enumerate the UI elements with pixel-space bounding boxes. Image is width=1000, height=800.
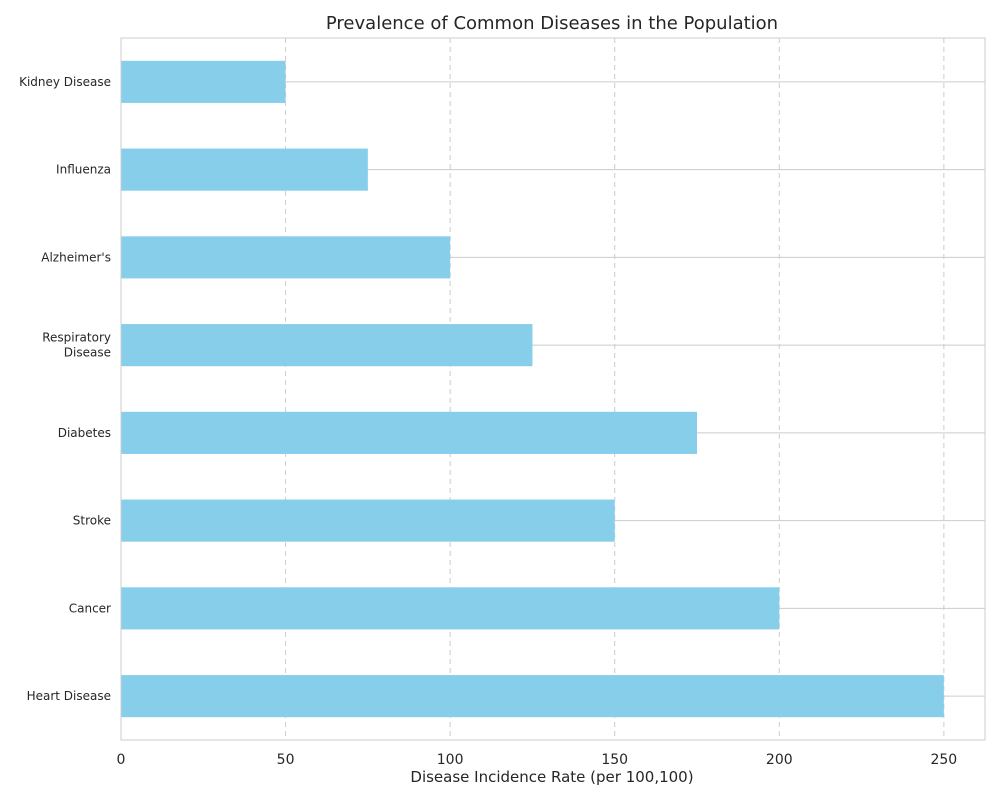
x-tick-label: 100 [437,752,464,768]
x-tick-label: 0 [117,752,126,768]
x-tick-label: 250 [930,752,957,768]
bar [121,587,780,630]
grid-lines [120,38,985,740]
category-label: Influenza [56,163,111,177]
bar [121,148,368,191]
x-tick-label: 150 [601,752,628,768]
x-tick-labels: 0 50 100 150 200 250 [117,752,958,768]
bar [121,499,615,542]
bar [121,236,451,279]
bar [121,675,944,718]
x-tick-label: 200 [766,752,793,768]
x-axis-label: Disease Incidence Rate (per 100,100) [410,768,693,786]
category-label: Alzheimer's [41,250,111,264]
category-label: Kidney Disease [19,75,111,89]
x-tick-label: 50 [277,752,295,768]
category-labels: Heart Disease Cancer Stroke Diabetes Respira… [19,75,111,703]
bar [121,60,286,103]
category-label: Stroke [73,514,111,528]
chart-title: Prevalence of Common Diseases in the Pop… [326,13,778,34]
category-label: Cancer [69,601,111,615]
category-label: Heart Disease [27,689,111,703]
category-label: Diabetes [58,426,111,440]
bars [121,60,944,718]
plot-frame [120,37,986,741]
category-label: Respiratory Disease [42,331,111,360]
bar [121,411,697,454]
bar [121,324,533,367]
